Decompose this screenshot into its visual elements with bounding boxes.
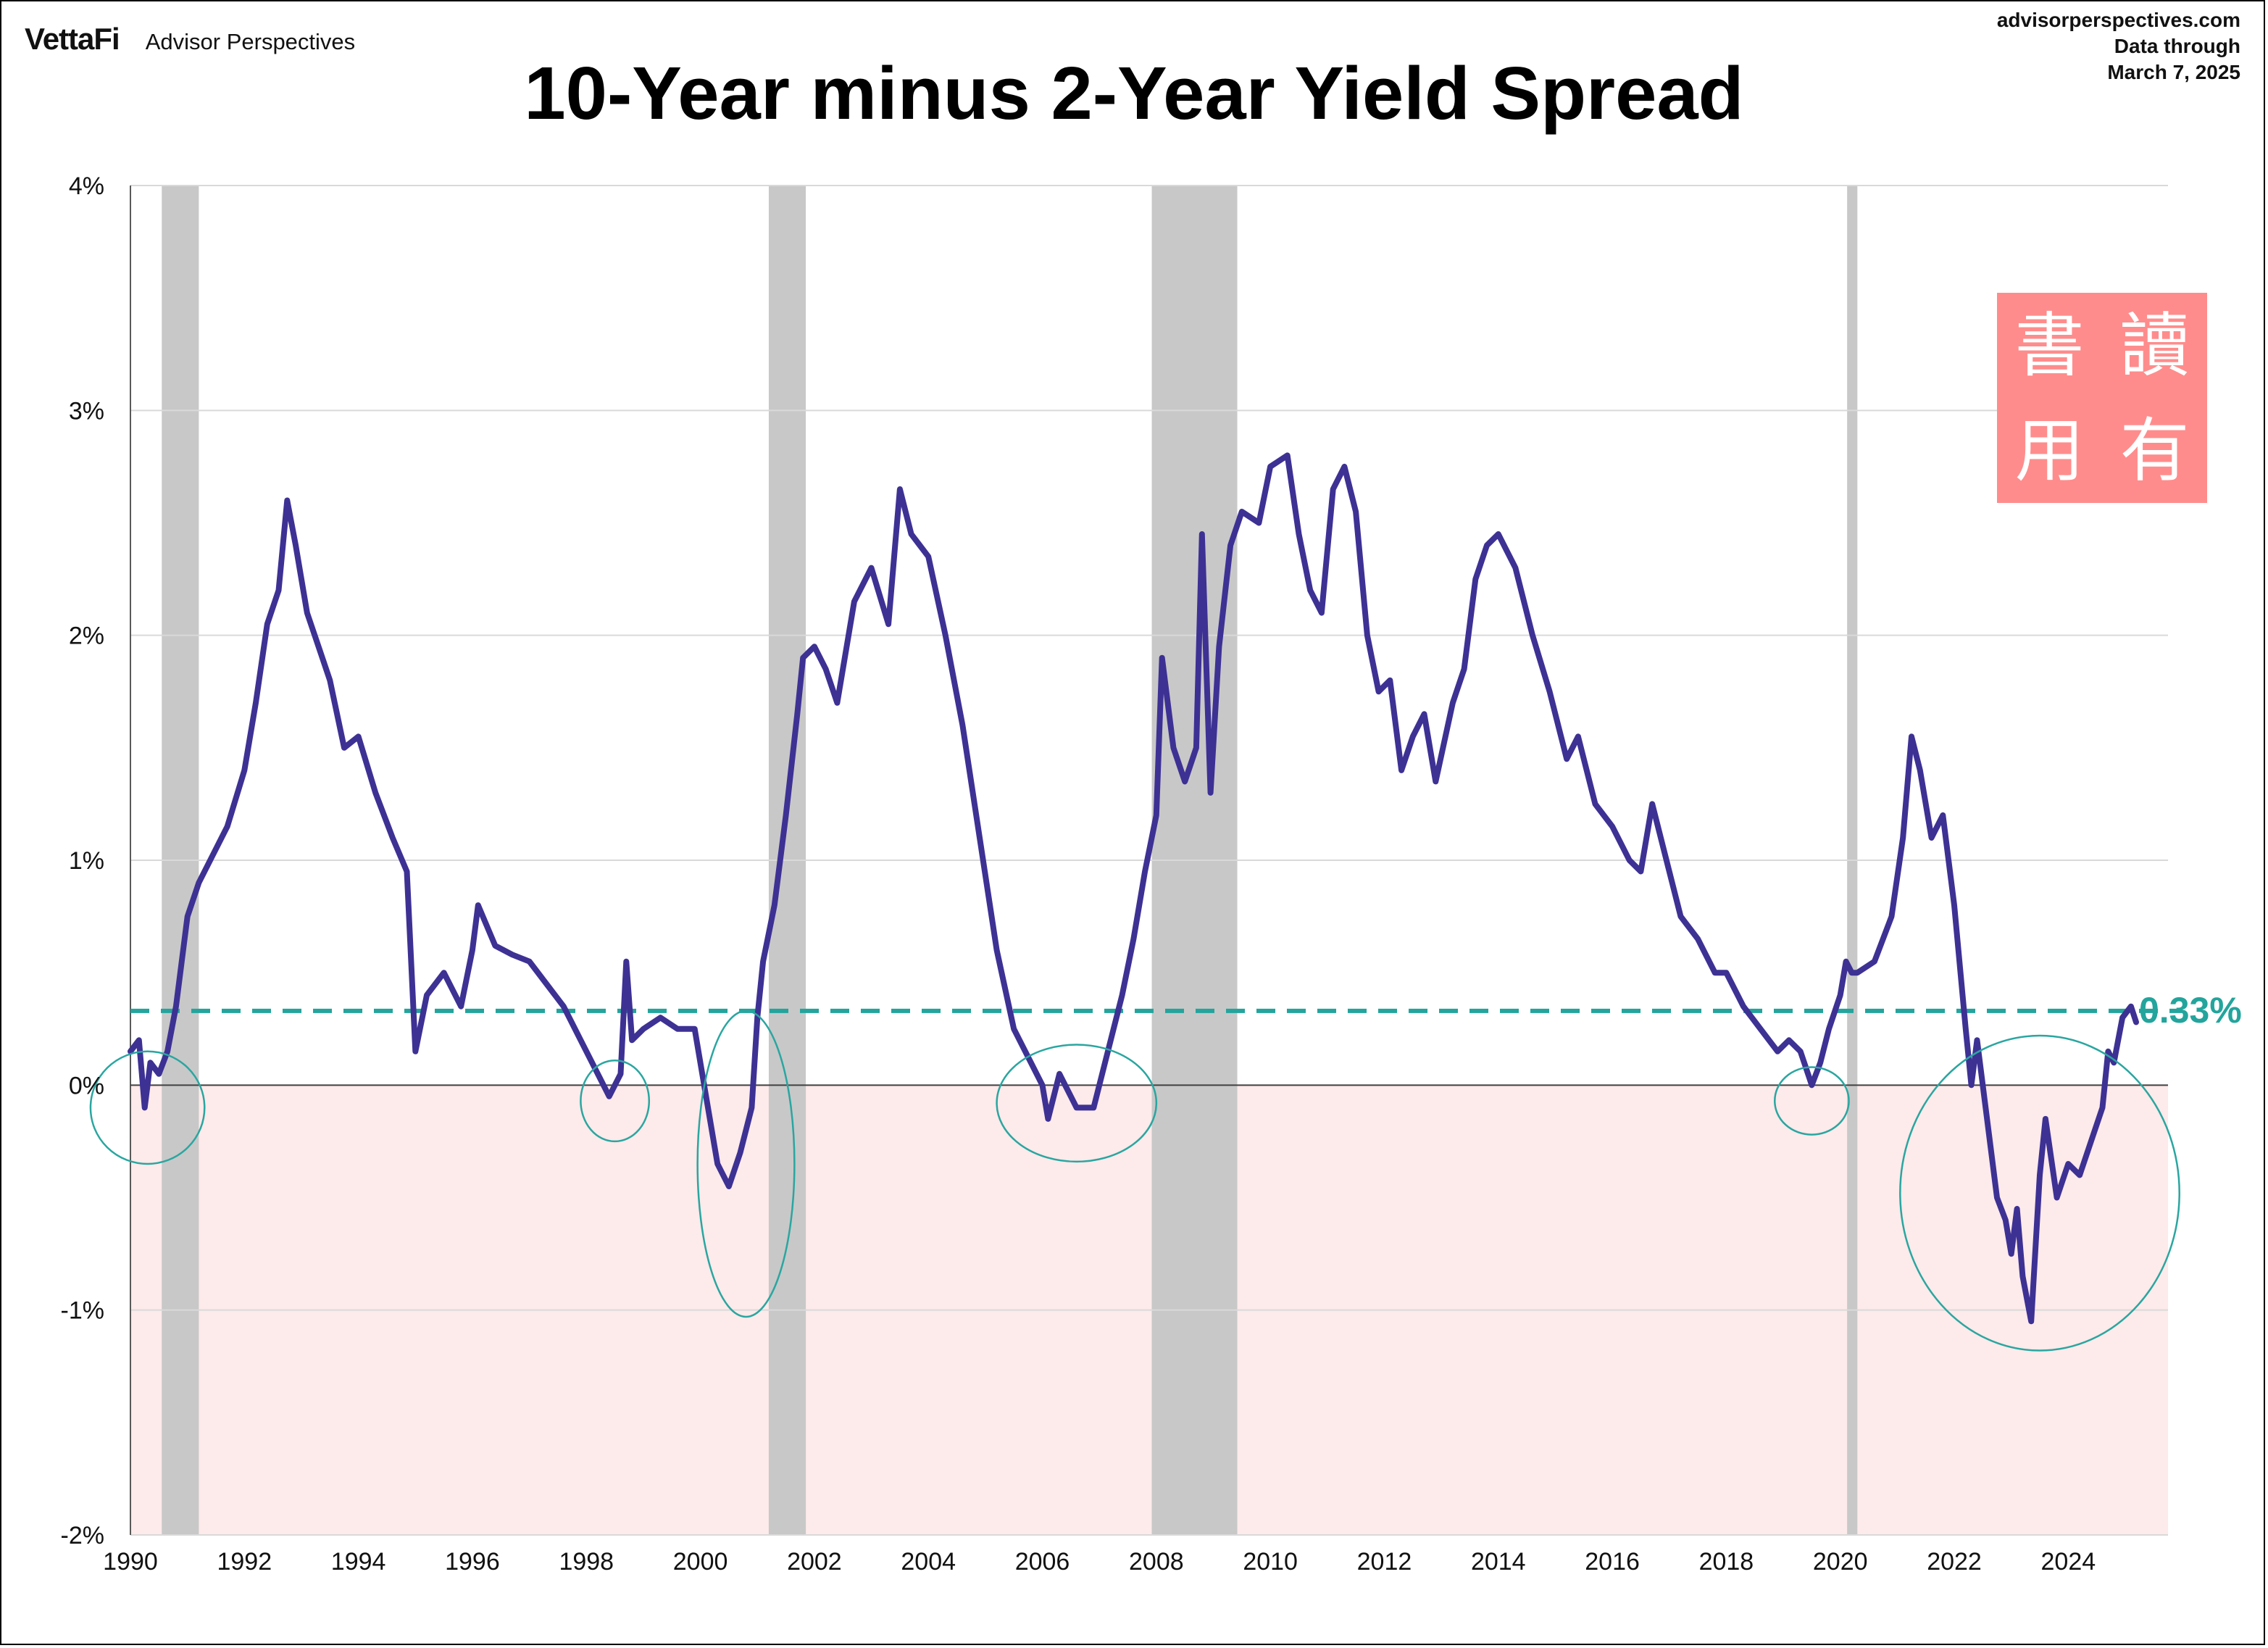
shu-du-you-yong-stamp: 書 讀 用 有 — [1997, 293, 2207, 503]
x-tick-label: 2018 — [1699, 1548, 1754, 1576]
data-through-label: Data through — [2114, 35, 2240, 57]
inversion-circle-2 — [580, 1059, 651, 1143]
x-tick-label: 2014 — [1471, 1548, 1526, 1576]
inversion-circle-5 — [1774, 1066, 1850, 1136]
y-tick-label: 2% — [69, 623, 104, 650]
reference-label: 0.33% — [2139, 990, 2242, 1031]
y-tick-label: 4% — [69, 172, 104, 200]
x-tick-label: 1994 — [331, 1548, 386, 1576]
inversion-circle-6 — [1899, 1034, 2180, 1352]
inversion-circle-3 — [696, 1010, 796, 1318]
x-tick-label: 2002 — [787, 1548, 842, 1576]
series-line-group — [128, 452, 2139, 1325]
x-tick-label: 2020 — [1813, 1548, 1868, 1576]
y-tick-label: -1% — [61, 1297, 104, 1325]
x-tick-label: 1990 — [103, 1548, 158, 1576]
x-tick-label: 1992 — [217, 1548, 272, 1576]
x-tick-label: 2024 — [2041, 1548, 2096, 1576]
reference-line-group: 0.33% — [130, 990, 2242, 1031]
x-tick-label: 2022 — [1927, 1548, 1982, 1576]
tick-labels-group: -2% -1% 0% 1% 2% 3% 4% 1990 1992 1994 1996 1998 2000… — [61, 172, 2096, 1576]
vettafi-logo[interactable]: VettaFi — [25, 22, 120, 56]
brand-name: Advisor Perspectives — [145, 29, 356, 54]
x-tick-label: 2010 — [1243, 1548, 1298, 1576]
stamp-char: 有 — [2119, 409, 2190, 491]
x-tick-label: 2008 — [1129, 1548, 1184, 1576]
x-tick-label: 2012 — [1357, 1548, 1412, 1576]
x-tick-label: 1996 — [445, 1548, 500, 1576]
x-tick-label: 2016 — [1585, 1548, 1640, 1576]
stamp-char: 書 — [2014, 304, 2085, 386]
inversion-circle-1 — [89, 1050, 206, 1165]
data-date: March 7, 2025 — [2107, 61, 2240, 83]
inversion-circle-4 — [996, 1044, 1158, 1163]
x-tick-label: 2004 — [901, 1548, 956, 1576]
x-tick-label: 2000 — [673, 1548, 728, 1576]
source-info: advisorperspectives.com Data through Mar… — [1997, 7, 2240, 86]
y-tick-label: 1% — [69, 847, 104, 875]
y-tick-label: -2% — [61, 1522, 104, 1549]
y-tick-label: 3% — [69, 397, 104, 425]
brand-header: VettaFi Advisor Perspectives — [25, 22, 355, 57]
x-tick-label: 2006 — [1015, 1548, 1070, 1576]
chart-title: 10-Year minus 2-Year Yield Spread — [524, 51, 1744, 135]
y-tick-label: 0% — [69, 1072, 104, 1099]
stamp-char: 用 — [2014, 409, 2085, 491]
site-url[interactable]: advisorperspectives.com — [1996, 9, 2240, 31]
x-tick-label: 1998 — [559, 1548, 614, 1576]
axes-group — [130, 186, 2168, 1535]
series-line-1 — [128, 452, 2139, 1325]
stamp-char: 讀 — [2119, 304, 2190, 386]
gridlines-group — [130, 185, 2168, 1536]
inversion-circles-group — [89, 1010, 2180, 1352]
